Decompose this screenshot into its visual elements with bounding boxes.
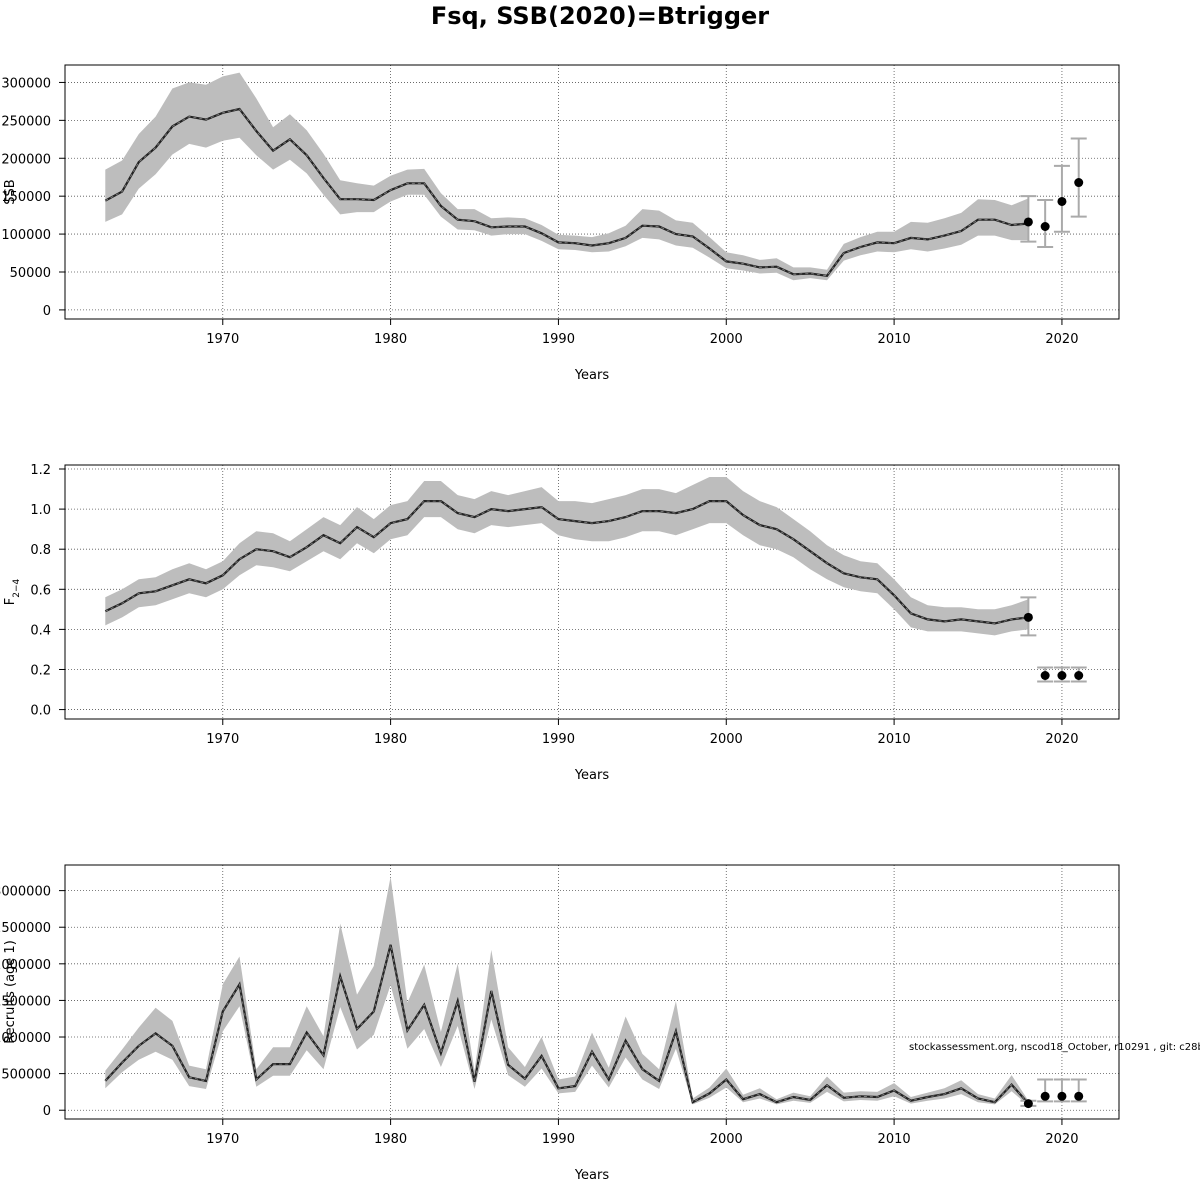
y-tick-label: 0.2	[30, 663, 51, 678]
x-axis-label: Years	[574, 368, 610, 383]
x-tick-label: 1980	[374, 732, 407, 747]
confidence-band	[105, 876, 1029, 1106]
y-tick-label: 500000	[1, 1068, 51, 1083]
chart-title: Fsq, SSB(2020)=Btrigger	[430, 2, 770, 30]
y-tick-label: 150000	[1, 190, 51, 205]
forecast-point	[1040, 670, 1050, 680]
footnote: stockassessment.org, nscod18_October, r1…	[909, 1042, 1200, 1053]
x-tick-label: 2010	[878, 332, 911, 347]
x-tick-label: 2010	[878, 732, 911, 747]
confidence-band	[105, 72, 1029, 281]
forecast-point	[1057, 670, 1067, 680]
plot-frame	[64, 864, 1120, 1120]
y-tick-label: 300000	[1, 76, 51, 91]
x-tick-label: 2020	[1045, 332, 1078, 347]
y-tick-label: 2500000	[0, 921, 51, 936]
y-tick-label: 50000	[10, 266, 51, 281]
forecast-point	[1074, 670, 1084, 680]
x-tick-label: 2000	[710, 1132, 743, 1147]
y-tick-label: 100000	[1, 228, 51, 243]
x-tick-label: 1990	[542, 332, 575, 347]
forecast-point	[1074, 178, 1084, 188]
x-tick-label: 2020	[1045, 1132, 1078, 1147]
plot-frame	[64, 464, 1120, 720]
y-tick-label: 200000	[1, 152, 51, 167]
x-tick-label: 1980	[374, 1132, 407, 1147]
forecast-point	[1057, 1091, 1067, 1101]
y-axis-label: SSB	[3, 179, 18, 204]
x-axis-label: Years	[574, 1168, 610, 1183]
estimate-line-dash	[105, 500, 1029, 624]
chart-panel-1: 1970 1980 1990 2000 2010 2020 0 50000 100000 1500…	[1, 64, 1120, 383]
y-tick-label: 0	[43, 1104, 51, 1119]
forecast-point	[1040, 1091, 1050, 1101]
y-tick-label: 0.8	[30, 543, 51, 558]
y-tick-label: 1.2	[30, 463, 51, 478]
y-tick-label: 0	[43, 304, 51, 319]
estimate-line-dash	[105, 108, 1029, 277]
x-tick-label: 1990	[542, 1132, 575, 1147]
y-tick-label: 0.6	[30, 583, 51, 598]
plot-frame	[64, 64, 1120, 320]
forecast-point	[1057, 196, 1067, 206]
y-axis-label: F2−4	[3, 578, 22, 605]
x-tick-label: 1970	[206, 332, 239, 347]
y-axis-label: Recruits (age 1)	[3, 940, 18, 1044]
forecast-point	[1074, 1091, 1084, 1101]
x-tick-label: 1990	[542, 732, 575, 747]
x-tick-label: 1970	[206, 732, 239, 747]
y-tick-label: 3000000	[0, 885, 51, 900]
x-tick-label: 2020	[1045, 732, 1078, 747]
y-tick-label: 1.0	[30, 503, 51, 518]
x-tick-label: 2000	[710, 732, 743, 747]
x-tick-label: 2010	[878, 1132, 911, 1147]
y-tick-label: 0.4	[30, 623, 51, 638]
y-tick-label: 1000000	[0, 1031, 51, 1046]
chart-panel-3: 1970 1980 1990 2000 2010 2020 0 500000 1000000 15…	[0, 864, 1120, 1183]
x-tick-label: 1980	[374, 332, 407, 347]
estimate-line-dash	[105, 944, 1029, 1104]
y-tick-label: 1500000	[0, 994, 51, 1009]
forecast-point	[1023, 1099, 1033, 1109]
chart-panel-2: 1970 1980 1990 2000 2010 2020 0.0 0.2 0.4 0.6 0.8 1…	[3, 463, 1120, 783]
y-tick-label: 0.0	[30, 704, 51, 719]
y-tick-label: 250000	[1, 114, 51, 129]
y-tick-label: 2000000	[0, 958, 51, 973]
x-tick-label: 2000	[710, 332, 743, 347]
forecast-point	[1023, 217, 1033, 227]
forecast-point	[1040, 221, 1050, 231]
forecast-point	[1023, 612, 1033, 622]
x-tick-label: 1970	[206, 1132, 239, 1147]
x-axis-label: Years	[574, 768, 610, 783]
